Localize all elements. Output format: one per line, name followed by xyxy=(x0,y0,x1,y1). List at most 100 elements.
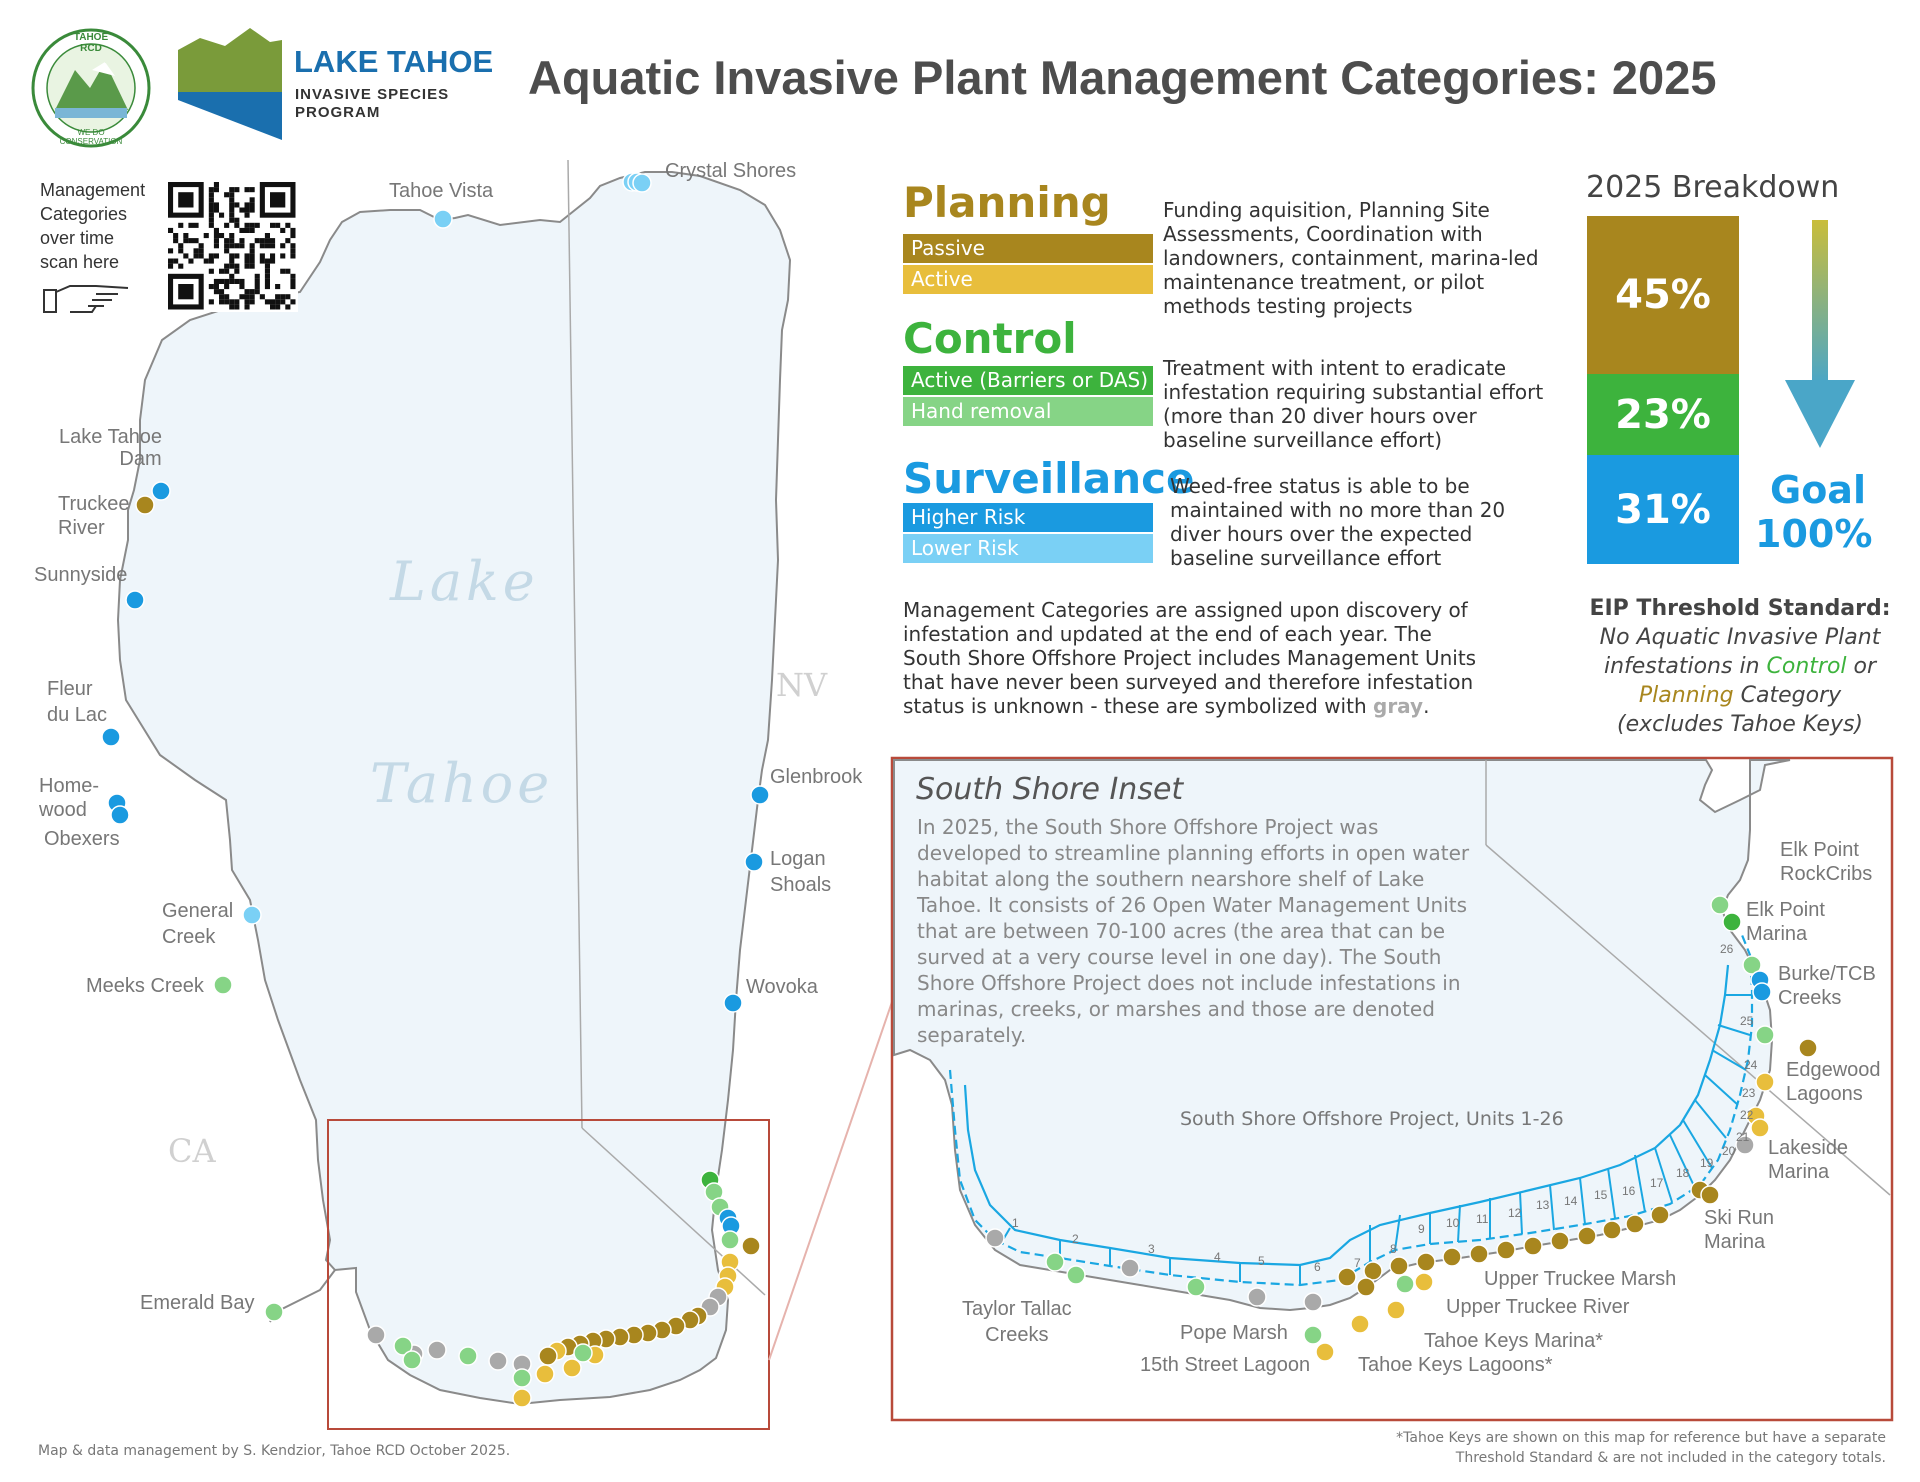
label-line: Fleur xyxy=(47,678,93,700)
eip-standard: EIP Threshold Standard: No Aquatic Invas… xyxy=(1570,594,1910,739)
unit-number: 11 xyxy=(1476,1212,1489,1226)
footer-note-line: Threshold Standard & are not included in… xyxy=(1455,1450,1886,1466)
legend-planning-desc: Funding aquisition, Planning Site Assess… xyxy=(1163,198,1539,318)
legend-control-hand: Hand removal xyxy=(903,397,1153,426)
label-crystal-shores: Crystal Shores xyxy=(665,160,797,182)
label-line: General xyxy=(162,900,234,922)
unit-dividers xyxy=(999,994,1752,1285)
eip-planning-word: Planning xyxy=(1638,683,1734,708)
legend-planning-title: Planning xyxy=(903,178,1111,227)
label-line: Lake Tahoe xyxy=(59,426,163,448)
breakdown-segment: 23% xyxy=(1587,374,1739,455)
unit-number: 13 xyxy=(1536,1198,1550,1212)
unit-number: 10 xyxy=(1446,1216,1460,1230)
tahoe-rcd-logo xyxy=(31,28,151,148)
inset-description: In 2025, the South Shore Offshore Projec… xyxy=(917,815,1470,1047)
unit-number: 12 xyxy=(1508,1206,1522,1220)
label-ski-run-marina: Ski Run Marina xyxy=(1704,1206,1774,1254)
goal-arrow-head xyxy=(1785,380,1855,448)
label-edgewood-lagoons: Edgewood Lagoons xyxy=(1786,1058,1881,1106)
goal-label: Goal xyxy=(1770,468,1866,512)
qr-caption: Management Categories over time scan her… xyxy=(40,178,145,274)
unit-number: 7 xyxy=(1354,1256,1361,1270)
eip-text: infestations in xyxy=(1603,654,1767,679)
unit-number: 14 xyxy=(1564,1194,1578,1208)
breakdown-segment: 31% xyxy=(1587,455,1739,564)
unit-number: 21 xyxy=(1736,1130,1750,1144)
legend-planning-active: Active xyxy=(903,265,1153,294)
site-point xyxy=(562,1358,582,1378)
lake-tahoe-isp-logo xyxy=(178,28,282,140)
qr-caption-line: scan here xyxy=(40,252,120,272)
lake-name-2: Tahoe xyxy=(370,752,554,815)
unit-number: 26 xyxy=(1720,942,1734,956)
label-pope-marsh: Pope Marsh xyxy=(1180,1322,1288,1344)
site-point xyxy=(488,1351,508,1371)
isp-logo-line3: PROGRAM xyxy=(295,104,381,121)
site-point xyxy=(744,852,764,872)
label-glenbrook: Glenbrook xyxy=(770,766,863,788)
label-general-creek: General Creek xyxy=(162,898,233,950)
eip-control-word: Control xyxy=(1766,654,1847,679)
label-line: Dam xyxy=(119,448,162,470)
legend-control-title: Control xyxy=(903,314,1077,363)
label-line: Creeks xyxy=(1778,987,1842,1009)
goal-value: 100% xyxy=(1755,512,1873,556)
site-point xyxy=(366,1325,386,1345)
label-line: Lakeside xyxy=(1768,1137,1849,1159)
site-point xyxy=(264,1302,284,1322)
label-lake-tahoe-dam: Lake Tahoe Dam xyxy=(59,426,162,470)
eip-text: or xyxy=(1846,654,1877,679)
legend-control-active: Active (Barriers or DAS) xyxy=(903,366,1153,395)
label-15th-street-lagoon: 15th Street Lagoon xyxy=(1140,1354,1311,1376)
label-line: Elk Point xyxy=(1780,839,1859,861)
unit-number: 23 xyxy=(1742,1086,1756,1100)
label-wovoka: Wovoka xyxy=(746,976,818,998)
qr-caption-line: Categories xyxy=(40,204,128,224)
inset-connector-1 xyxy=(768,1001,893,1361)
offshore-project-label: South Shore Offshore Project, Units 1-26 xyxy=(1180,1108,1564,1130)
qr-code[interactable] xyxy=(166,180,298,312)
eip-title: EIP Threshold Standard: xyxy=(1589,596,1891,621)
pointing-hand-icon xyxy=(43,285,129,313)
site-point xyxy=(741,1236,761,1256)
legend-surv-low: Lower Risk xyxy=(903,534,1153,563)
breakdown-segment: 45% xyxy=(1587,216,1739,374)
note-text: Management Categories are assigned upon … xyxy=(903,598,1477,718)
site-point xyxy=(110,805,130,825)
eip-line: No Aquatic Invasive Plant xyxy=(1599,625,1881,650)
site-point xyxy=(213,975,233,995)
rcd-logo-bottom-text: WE DO CONSERVATION xyxy=(59,128,123,146)
label-line: Home- xyxy=(39,775,100,797)
site-point xyxy=(720,1230,740,1250)
site-point xyxy=(750,785,770,805)
label-tahoe-keys-marina: Tahoe Keys Marina* xyxy=(1424,1330,1603,1352)
label-upper-truckee-river: Upper Truckee River xyxy=(1446,1296,1630,1318)
page-title: Aquatic Invasive Plant Management Catego… xyxy=(528,51,1717,104)
site-point xyxy=(135,495,155,515)
label-burke-tcb-creeks: Burke/TCB Creeks xyxy=(1778,962,1876,1010)
label-line: Creeks xyxy=(985,1324,1049,1346)
inset-locator-frame xyxy=(327,1119,770,1430)
unit-number: 24 xyxy=(1744,1058,1758,1072)
management-note: Management Categories are assigned upon … xyxy=(903,598,1483,718)
label-obexers: Obexers xyxy=(44,828,120,850)
unit-number: 2 xyxy=(1072,1232,1079,1246)
label-line: wood xyxy=(39,799,87,821)
label-line: du Lac xyxy=(47,704,108,726)
label-elk-point-marina: Elk Point Marina xyxy=(1746,898,1825,946)
label-upper-truckee-marsh: Upper Truckee Marsh xyxy=(1484,1268,1677,1290)
site-point xyxy=(458,1346,478,1366)
label-line: Marina xyxy=(1768,1161,1830,1183)
label-line: Ski Run xyxy=(1704,1207,1775,1229)
label-elk-point-rockcribs: Elk Point RockCribs xyxy=(1780,838,1872,886)
qr-caption-line: Management xyxy=(40,180,146,200)
label-line: Lagoons xyxy=(1786,1083,1863,1105)
unit-number: 22 xyxy=(1740,1108,1754,1122)
label-line: River xyxy=(58,517,105,539)
eip-line: (excludes Tahoe Keys) xyxy=(1616,712,1864,737)
label-line: Marina xyxy=(1746,923,1808,945)
label-meeks-creek: Meeks Creek xyxy=(86,975,204,997)
site-point xyxy=(101,727,121,747)
unit-number: 1 xyxy=(1012,1216,1019,1230)
